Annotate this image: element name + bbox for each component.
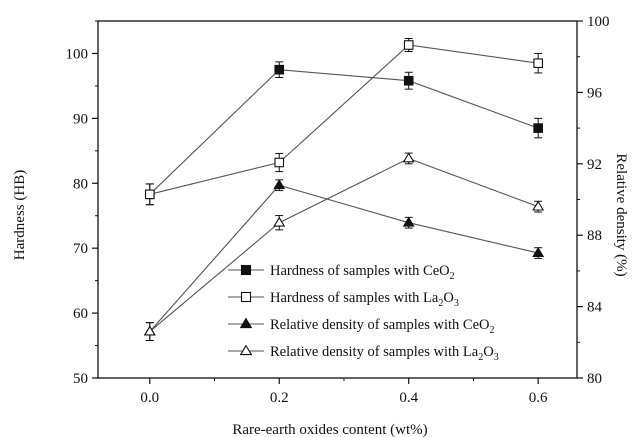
x-axis-ticks: 0.0 0.2 0.4 0.6 [140, 378, 548, 406]
y2-tick-label: 88 [587, 228, 602, 244]
y-tick-label: 50 [73, 371, 88, 387]
series-4 [143, 152, 545, 342]
legend-marker [240, 291, 252, 303]
legend-label: Hardness of samples with La2O3 [270, 290, 459, 309]
y2-tick-label: 92 [587, 157, 602, 173]
legend-entry: Relative density of samples with La2O3 [228, 344, 499, 363]
x-tick-label: 0.2 [270, 390, 289, 406]
series-line [149, 44, 539, 195]
legend-entry: Hardness of samples with CeO2 [228, 263, 455, 282]
series-line [149, 184, 539, 332]
x-tick-label: 0.6 [529, 390, 548, 406]
data-point [274, 64, 285, 75]
y2-tick-label: 100 [587, 14, 610, 30]
series-2 [144, 38, 543, 206]
data-point [403, 75, 414, 86]
data-point [532, 246, 545, 257]
legend-marker [239, 317, 253, 329]
y-tick-label: 100 [66, 46, 89, 62]
legend-entry: Hardness of samples with La2O3 [228, 290, 459, 309]
x-axis-title: Rare-earth oxides content (wt%) [232, 422, 427, 437]
data-point [273, 216, 286, 227]
legend: Hardness of samples with CeO2 Hardness of… [228, 263, 499, 363]
legend-marker [240, 264, 252, 276]
data-point [273, 179, 286, 190]
y-tick-label: 80 [73, 176, 88, 192]
y-tick-label: 60 [73, 306, 88, 322]
data-point [533, 58, 543, 68]
left-y-axis-ticks: 50 60 70 80 90 100 [66, 20, 98, 387]
data-point [533, 123, 543, 133]
y2-tick-label: 84 [587, 300, 603, 316]
series-line [149, 69, 539, 195]
legend-entry: Relative density of samples with CeO2 [228, 317, 494, 336]
series-layer [143, 38, 545, 342]
legend-label: Hardness of samples with CeO2 [270, 263, 455, 282]
data-point [143, 325, 156, 336]
data-point [274, 157, 285, 168]
x-tick-label: 0.4 [399, 390, 418, 406]
x-tick-label: 0.0 [140, 390, 159, 406]
data-point [144, 189, 155, 200]
y-tick-label: 90 [73, 111, 88, 127]
y2-tick-label: 96 [587, 85, 603, 101]
data-point [402, 152, 415, 163]
data-point [532, 200, 545, 211]
series-1 [144, 61, 543, 206]
legend-label: Relative density of samples with CeO2 [270, 317, 494, 336]
right-y-axis-ticks: 80 84 88 92 96 100 [577, 14, 610, 387]
left-y-axis-title: Hardness (HB) [12, 170, 28, 260]
y2-tick-label: 80 [587, 371, 602, 387]
data-point [402, 216, 415, 227]
data-point [403, 40, 414, 50]
legend-label: Relative density of samples with La2O3 [270, 344, 499, 363]
right-y-axis-title: Relative density (%) [613, 153, 629, 276]
y-tick-label: 70 [73, 241, 88, 257]
legend-marker [239, 344, 253, 356]
series-line [149, 157, 539, 333]
